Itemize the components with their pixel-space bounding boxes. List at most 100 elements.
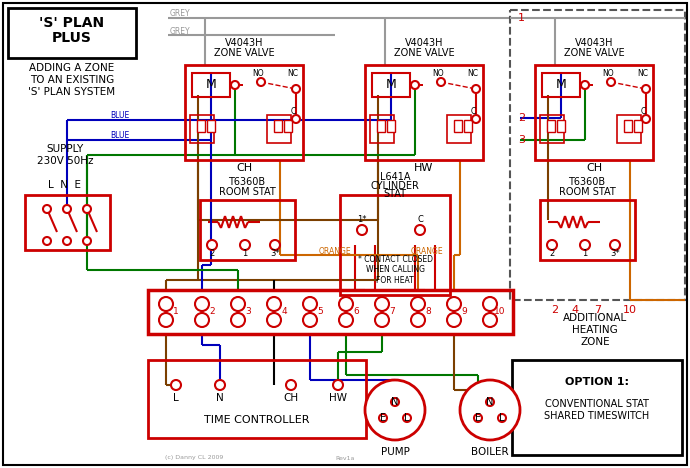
Text: V4043H: V4043H — [225, 38, 264, 48]
Text: ADDITIONAL
HEATING
ZONE: ADDITIONAL HEATING ZONE — [563, 314, 627, 347]
Text: L641A: L641A — [380, 172, 411, 182]
Text: N: N — [216, 393, 224, 403]
Bar — [454, 120, 462, 132]
Circle shape — [472, 115, 480, 123]
Circle shape — [333, 380, 343, 390]
Circle shape — [642, 115, 650, 123]
Circle shape — [483, 313, 497, 327]
Text: 2: 2 — [549, 249, 555, 257]
Text: 1: 1 — [518, 13, 525, 23]
Bar — [8, 8, 136, 58]
Text: 2: 2 — [551, 305, 559, 315]
Text: ORANGE: ORANGE — [411, 247, 443, 256]
Circle shape — [375, 297, 389, 311]
Circle shape — [411, 313, 425, 327]
Bar — [447, 115, 471, 143]
Bar — [340, 195, 450, 295]
Text: NO: NO — [602, 70, 614, 79]
Circle shape — [159, 313, 173, 327]
Circle shape — [215, 380, 225, 390]
Text: Rev1a: Rev1a — [335, 455, 355, 461]
Circle shape — [486, 398, 494, 406]
Text: T6360B: T6360B — [569, 177, 606, 187]
Bar — [372, 73, 410, 97]
Circle shape — [207, 240, 217, 250]
Text: 2: 2 — [209, 249, 215, 257]
Text: N: N — [391, 397, 399, 407]
Text: 6: 6 — [353, 307, 359, 316]
Text: M: M — [555, 79, 566, 92]
Text: V4043H: V4043H — [575, 38, 613, 48]
Text: SUPPLY
230V 50Hz: SUPPLY 230V 50Hz — [37, 144, 93, 166]
Bar — [624, 120, 632, 132]
Circle shape — [403, 414, 411, 422]
Circle shape — [257, 78, 265, 86]
Bar — [510, 10, 685, 300]
Bar — [148, 360, 366, 438]
Bar — [634, 120, 642, 132]
Bar — [200, 200, 295, 260]
Circle shape — [437, 78, 445, 86]
Text: 8: 8 — [425, 307, 431, 316]
Text: 4: 4 — [571, 305, 578, 315]
Text: 2: 2 — [209, 307, 215, 316]
Text: E: E — [380, 413, 386, 423]
Text: 1: 1 — [173, 307, 179, 316]
Circle shape — [365, 380, 425, 440]
Circle shape — [411, 81, 419, 89]
Text: 7: 7 — [595, 305, 602, 315]
Bar — [185, 65, 303, 160]
Circle shape — [580, 240, 590, 250]
Text: TIME CONTROLLER: TIME CONTROLLER — [204, 415, 310, 425]
Text: 3*: 3* — [610, 249, 620, 257]
Text: 3: 3 — [518, 135, 525, 145]
Circle shape — [357, 225, 367, 235]
Circle shape — [231, 81, 239, 89]
Circle shape — [231, 313, 245, 327]
Text: NO: NO — [252, 70, 264, 79]
Circle shape — [379, 414, 387, 422]
Text: C: C — [417, 215, 423, 225]
Text: ADDING A ZONE
TO AN EXISTING
'S' PLAN SYSTEM: ADDING A ZONE TO AN EXISTING 'S' PLAN SY… — [28, 63, 115, 96]
Text: ZONE VALVE: ZONE VALVE — [564, 48, 624, 58]
Circle shape — [339, 313, 353, 327]
Text: M: M — [206, 79, 217, 92]
Bar — [535, 65, 653, 160]
Text: 2: 2 — [518, 113, 525, 123]
Text: C: C — [471, 107, 475, 116]
Circle shape — [63, 237, 71, 245]
Text: ZONE VALVE: ZONE VALVE — [214, 48, 275, 58]
Text: CH: CH — [586, 163, 602, 173]
Bar — [207, 120, 215, 132]
Text: T6360B: T6360B — [228, 177, 266, 187]
Text: N: N — [486, 397, 493, 407]
Text: NC: NC — [288, 70, 299, 79]
Circle shape — [472, 85, 480, 93]
Bar — [148, 290, 513, 334]
Circle shape — [43, 205, 51, 213]
Circle shape — [83, 237, 91, 245]
Text: 1*: 1* — [357, 215, 367, 225]
Text: ZONE VALVE: ZONE VALVE — [394, 48, 454, 58]
Text: BLUE: BLUE — [110, 111, 130, 120]
Circle shape — [270, 240, 280, 250]
Text: L: L — [173, 393, 179, 403]
Bar — [617, 115, 641, 143]
Text: 9: 9 — [461, 307, 467, 316]
Circle shape — [483, 297, 497, 311]
Circle shape — [607, 78, 615, 86]
Text: 5: 5 — [317, 307, 323, 316]
Circle shape — [375, 313, 389, 327]
Bar — [377, 120, 385, 132]
Circle shape — [642, 85, 650, 93]
Circle shape — [240, 240, 250, 250]
Bar — [540, 115, 564, 143]
Circle shape — [292, 85, 300, 93]
Text: 10: 10 — [494, 307, 506, 316]
Bar — [512, 360, 682, 455]
Bar — [274, 120, 282, 132]
Circle shape — [411, 297, 425, 311]
Text: 4: 4 — [282, 307, 287, 316]
Circle shape — [267, 297, 281, 311]
Bar — [547, 120, 555, 132]
